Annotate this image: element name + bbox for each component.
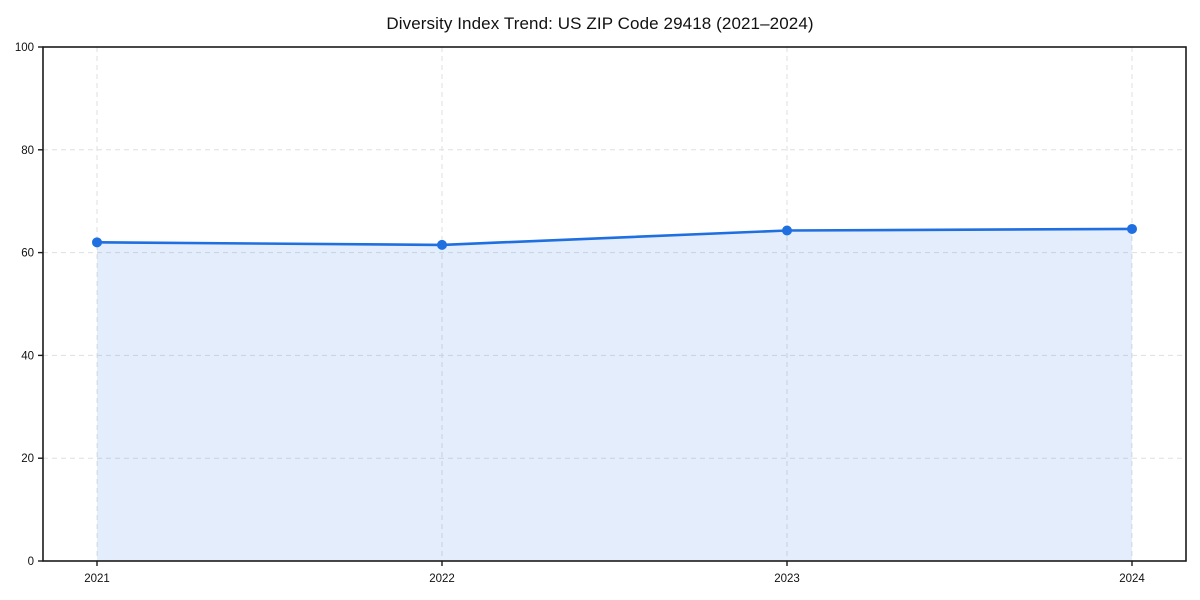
y-tick-label: 100 [15, 42, 34, 54]
chart-title: Diversity Index Trend: US ZIP Code 29418… [386, 14, 814, 33]
trend-line [95, 227, 1134, 247]
data-point-marker [92, 237, 102, 248]
y-tick-label: 60 [21, 248, 34, 260]
y-tick-label: 0 [28, 556, 34, 568]
data-point-marker [782, 225, 792, 236]
plot-border [42, 46, 1187, 562]
data-point-marker [1127, 223, 1137, 234]
x-tick-label: 2023 [774, 573, 800, 585]
x-tick-label: 2024 [1119, 573, 1145, 585]
y-tick-label: 80 [21, 145, 34, 157]
data-point-marker [437, 239, 447, 250]
area-fill [97, 228, 1132, 561]
x-tick-label: 2021 [84, 573, 110, 585]
x-tick-label: 2022 [429, 573, 455, 585]
y-tick-label: 40 [21, 350, 34, 362]
y-tick-label: 20 [21, 453, 34, 465]
